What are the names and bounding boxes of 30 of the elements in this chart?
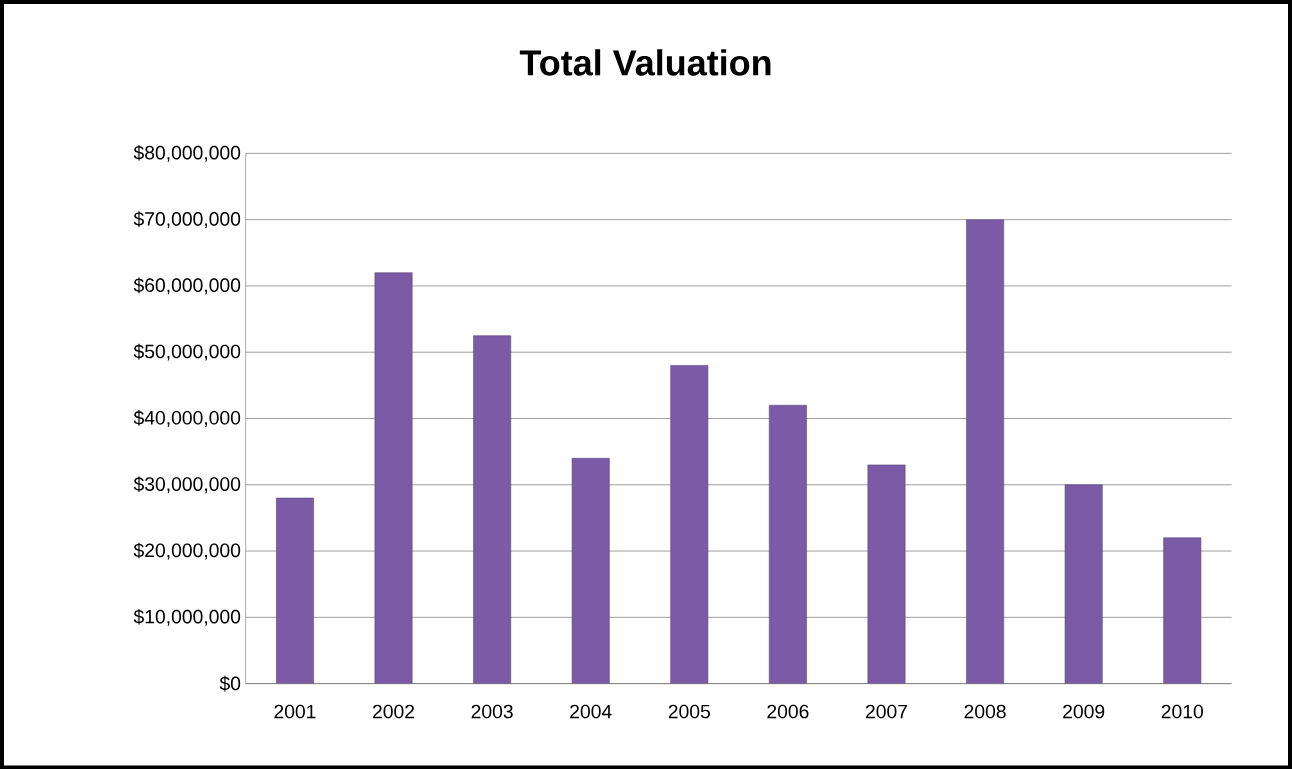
y-tick-label: $60,000,000 bbox=[133, 277, 241, 295]
y-tick-label: $10,000,000 bbox=[133, 608, 241, 626]
x-tick-label: 2008 bbox=[964, 704, 1006, 719]
bar bbox=[1163, 537, 1202, 684]
chart-title: Total Valuation bbox=[519, 49, 771, 76]
x-tick-label: 2005 bbox=[668, 704, 710, 719]
y-tick-label: $20,000,000 bbox=[133, 542, 241, 560]
x-tick-label: 2010 bbox=[1161, 704, 1203, 719]
x-tick-label: 2007 bbox=[865, 704, 907, 719]
bar bbox=[867, 464, 906, 684]
y-tick-label: $80,000,000 bbox=[133, 144, 241, 162]
bar bbox=[571, 457, 610, 684]
x-tick-label: 2009 bbox=[1063, 704, 1105, 719]
y-tick-label: $50,000,000 bbox=[133, 343, 241, 361]
y-tick-label: $0 bbox=[219, 675, 241, 692]
y-tick-label: $30,000,000 bbox=[133, 476, 241, 493]
x-tick-label: 2003 bbox=[471, 704, 513, 719]
bar bbox=[1064, 484, 1103, 684]
bar bbox=[374, 272, 413, 684]
bar bbox=[966, 219, 1004, 684]
bar bbox=[473, 335, 512, 684]
y-tick-label: $40,000,000 bbox=[133, 409, 241, 427]
bar bbox=[768, 404, 807, 684]
x-tick-label: 2002 bbox=[373, 704, 415, 719]
x-tick-label: 2004 bbox=[570, 704, 612, 719]
x-tick-label: 2001 bbox=[274, 704, 316, 719]
bar bbox=[276, 497, 314, 684]
x-tick-label: 2006 bbox=[767, 704, 809, 719]
bar bbox=[670, 365, 709, 684]
y-tick-label: $70,000,000 bbox=[133, 211, 241, 228]
